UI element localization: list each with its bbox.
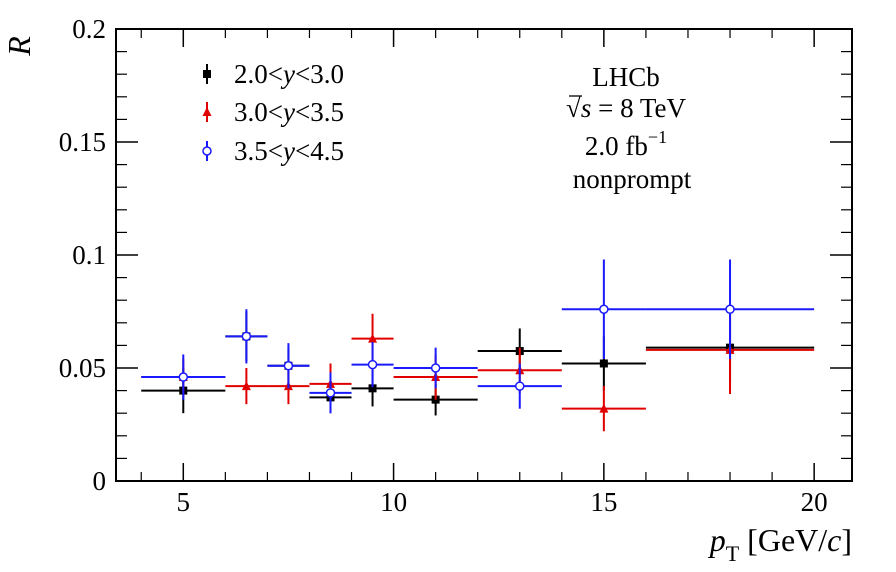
legend: 2.0<y<3.0 3.0<y<3.5 3.5<y<4.5 [202, 59, 344, 166]
y-tick-label: 0.05 [59, 353, 106, 383]
legend-marker [202, 107, 212, 116]
x-tick-label: 15 [590, 487, 617, 517]
data-point [725, 304, 735, 314]
legend-marker [202, 146, 212, 156]
energy-label: √s = 8 TeV [566, 93, 686, 123]
x-tick-label: 20 [801, 487, 828, 517]
y-axis-title: R [1, 36, 37, 57]
data-point [514, 381, 525, 391]
y-tick-label: 0.2 [72, 14, 106, 44]
legend-entry-2: 3.0<y<3.5 [202, 97, 344, 127]
data-point [368, 333, 378, 343]
category-label: nonprompt [573, 164, 692, 194]
y-tick-label: 0 [93, 466, 107, 496]
legend-label: 2.0<y<3.0 [234, 59, 344, 89]
data-point [599, 403, 609, 413]
data-point [430, 363, 441, 373]
luminosity-label: 2.0 fb−1 [585, 127, 667, 161]
data-point [599, 304, 609, 314]
data-point [325, 388, 336, 398]
data-point [283, 360, 294, 371]
x-axis-title: pT [GeV/c] [708, 522, 852, 566]
data-point [368, 384, 377, 393]
series-3 [141, 259, 815, 414]
data-point [241, 331, 252, 342]
legend-label: 3.0<y<3.5 [234, 97, 344, 127]
legend-marker [203, 70, 211, 78]
axes: 5 10 15 20 0 0.05 0.1 0.15 0.2 [59, 14, 852, 517]
legend-entry-3: 3.5<y<4.5 [202, 136, 344, 166]
legend-entry-1: 2.0<y<3.0 [203, 59, 344, 89]
x-tick-label: 5 [177, 487, 191, 517]
x-tick-label: 10 [380, 487, 407, 517]
plot-frame [115, 28, 853, 482]
legend-label: 3.5<y<4.5 [234, 136, 344, 166]
annotation-block: LHCb √s = 8 TeV 2.0 fb−1 nonprompt [566, 62, 692, 194]
experiment-label: LHCb [592, 62, 660, 92]
data-point [599, 359, 608, 368]
y-tick-label: 0.1 [72, 240, 106, 270]
series-1 [141, 311, 815, 416]
data-point [367, 359, 378, 370]
data-point [178, 372, 189, 382]
data-point [241, 381, 251, 391]
data-marks [141, 259, 815, 432]
y-tick-label: 0.15 [59, 127, 106, 157]
